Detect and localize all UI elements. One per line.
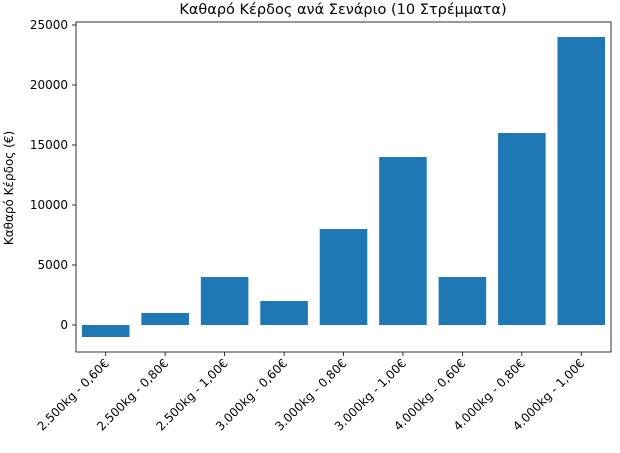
- y-tick-label: 20000: [30, 78, 68, 92]
- chart-title: Καθαρό Κέρδος ανά Σενάριο (10 Στρέμματα): [179, 2, 506, 18]
- bar: [319, 229, 368, 325]
- y-tick-label: 10000: [30, 198, 68, 212]
- bar: [438, 277, 487, 325]
- y-tick-label: 5000: [37, 258, 68, 272]
- bar: [260, 301, 308, 325]
- plot-frame: [75, 21, 612, 353]
- bar: [557, 37, 606, 325]
- bar: [200, 277, 249, 325]
- bar: [498, 133, 546, 325]
- bar: [379, 157, 427, 325]
- bar: [81, 325, 130, 337]
- y-tick-label: 25000: [30, 18, 68, 32]
- y-tick-label: 0: [60, 318, 68, 332]
- y-axis-label: Καθαρό Κέρδος (€): [2, 131, 16, 245]
- y-tick-label: 15000: [30, 138, 68, 152]
- bar: [141, 313, 189, 325]
